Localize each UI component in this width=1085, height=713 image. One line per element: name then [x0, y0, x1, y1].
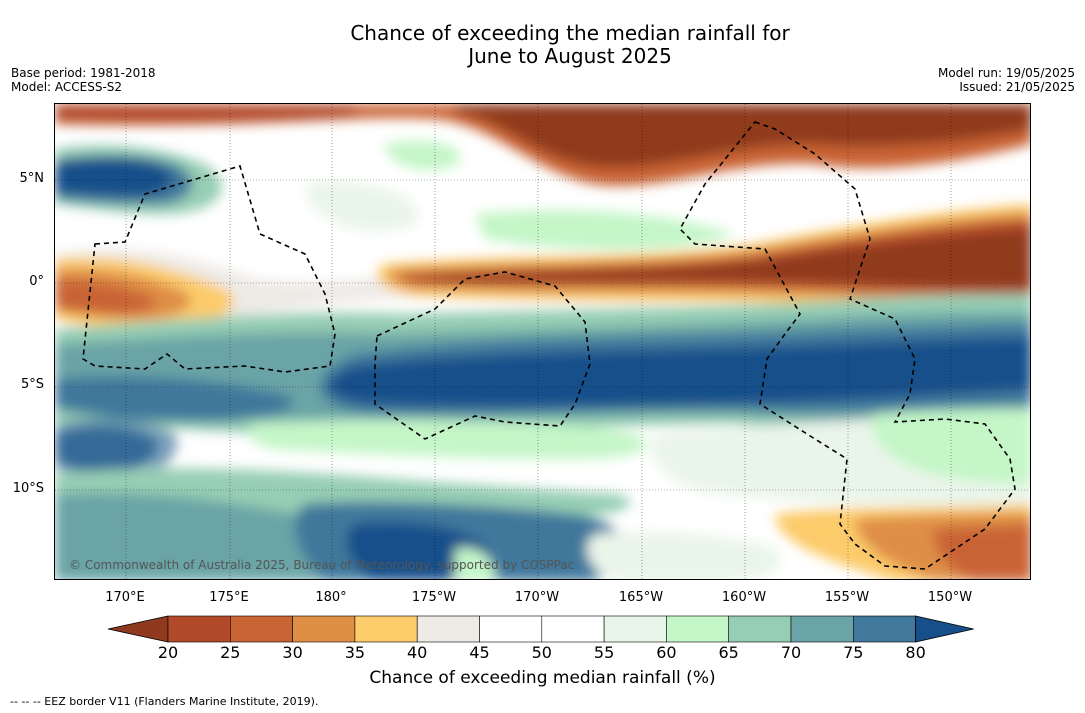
lat-label-0: 0° [29, 274, 44, 289]
lat-label-5n: 5°N [19, 171, 45, 186]
title-line-2: June to August 2025 [468, 44, 672, 68]
colorbar-tick-label: 20 [157, 643, 179, 662]
colorbar-segment [479, 615, 543, 643]
model-text: Model: ACCESS-S2 [11, 80, 123, 94]
colorbar [107, 615, 978, 647]
run-info: Model run: 19/05/2025 Issued: 21/05/2025 [938, 66, 1075, 94]
colorbar-segment [603, 615, 667, 643]
lon-label-150w: 150°W [927, 590, 973, 605]
colorbar-tick-label: 25 [220, 643, 241, 662]
map-title: Chance of exceeding the median rainfall … [0, 22, 1085, 68]
colorbar-segment [167, 615, 231, 643]
lat-label-5s: 5°S [20, 377, 44, 392]
graticule [55, 104, 1030, 579]
rainfall-map: © Commonwealth of Australia 2025, Bureau… [54, 103, 1031, 580]
colorbar-segment [354, 615, 418, 643]
issued-text: Issued: 21/05/2025 [959, 80, 1075, 94]
colorbar-segment [790, 615, 854, 643]
colorbar-svg [107, 615, 974, 643]
colorbar-tick-label: 45 [469, 643, 490, 662]
copyright-text: © Commonwealth of Australia 2025, Bureau… [69, 558, 575, 572]
lon-label-160w: 160°W [721, 590, 767, 605]
lon-label-155w: 155°W [824, 590, 870, 605]
eez-legend-text: -- -- -- EEZ border V11 (Flanders Marine… [10, 695, 319, 708]
colorbar-segment [728, 615, 792, 643]
colorbar-label: Chance of exceeding median rainfall (%) [369, 668, 716, 688]
colorbar-segment [230, 615, 293, 643]
colorbar-extend-low [107, 615, 169, 643]
colorbar-segment [541, 615, 605, 643]
colorbar-tick-label: 70 [780, 643, 802, 662]
lon-label-175w: 175°W [411, 590, 457, 605]
colorbar-segment [416, 615, 480, 643]
colorbar-tick-label: 60 [656, 643, 677, 662]
colorbar-tick-label: 55 [593, 643, 615, 662]
colorbar-tick-label: 35 [344, 643, 366, 662]
lon-label-170w: 170°W [514, 590, 560, 605]
colorbar-tick-label: 40 [407, 643, 428, 662]
colorbar-tick-label: 75 [843, 643, 864, 662]
lat-label-10s: 10°S [12, 481, 44, 496]
colorbar-tick-label: 80 [905, 643, 926, 662]
colorbar-segment [292, 615, 356, 643]
colorbar-tick-label: 65 [718, 643, 739, 662]
eez-borders [82, 121, 1016, 570]
colorbar-tick-label: 50 [531, 643, 552, 662]
colorbar-tick-label: 30 [282, 643, 303, 662]
lon-label-180: 180° [315, 590, 347, 605]
base-info: Base period: 1981-2018 Model: ACCESS-S2 [11, 66, 156, 94]
base-period-text: Base period: 1981-2018 [11, 66, 156, 80]
model-run-text: Model run: 19/05/2025 [937, 66, 1075, 80]
lon-label-175e: 175°E [209, 590, 249, 605]
lon-label-165w: 165°W [618, 590, 664, 605]
lon-label-170e: 170°E [105, 590, 145, 605]
map-canvas [55, 104, 1030, 579]
title-line-1: Chance of exceeding the median rainfall … [350, 21, 790, 45]
colorbar-segment [666, 615, 730, 643]
colorbar-extend-high [915, 615, 974, 643]
colorbar-segment [852, 615, 916, 643]
